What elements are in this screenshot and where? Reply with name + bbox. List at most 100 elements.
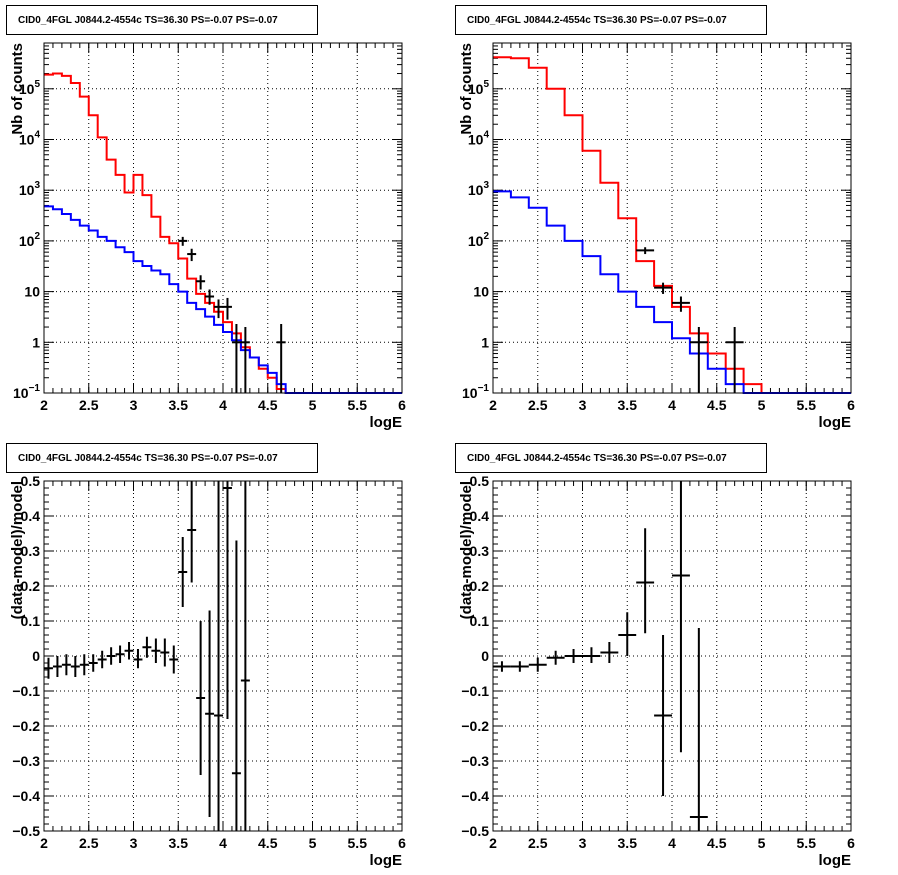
data-point [672, 481, 690, 753]
data-point [510, 661, 529, 672]
data-point [240, 481, 250, 831]
y-tick-label: 0.5 [470, 473, 490, 489]
data-point [223, 481, 232, 719]
y-tick-label: 10 [473, 284, 489, 300]
x-tick-label: 3.5 [169, 397, 189, 413]
plot-frame [43, 480, 403, 832]
x-tick-label: 2.5 [528, 835, 548, 851]
y-tick-label: 10−1 [13, 383, 40, 401]
x-axis-label: logE [370, 414, 403, 431]
y-tick-label: −0.4 [12, 788, 40, 804]
x-tick-label: 6 [847, 835, 855, 851]
x-tick-label: 3.5 [618, 835, 638, 851]
data-point [618, 612, 637, 656]
tick-marks [492, 42, 852, 394]
plot-frame [492, 480, 852, 832]
data-point [52, 656, 62, 677]
x-tick-label: 2 [40, 835, 48, 851]
x-tick-label: 5.5 [348, 397, 368, 413]
x-tick-label: 2 [40, 397, 48, 413]
data-point [672, 296, 690, 312]
x-tick-label: 6 [398, 397, 406, 413]
data-point [689, 628, 708, 831]
data-point [725, 327, 744, 393]
y-tick-label: 0.3 [470, 543, 490, 559]
y-tick-label: 0.4 [470, 508, 490, 524]
x-axis-label: logE [819, 852, 852, 869]
x-tick-label: 2.5 [79, 835, 99, 851]
chart-panel-4: CID0_4FGL J0844.2-4554c TS=36.30 PS=-0.0… [455, 443, 855, 869]
x-tick-label: 5 [758, 835, 766, 851]
x-tick-label: 3 [579, 397, 587, 413]
panel-title-box: CID0_4FGL J0844.2-4554c TS=36.30 PS=-0.0… [455, 5, 767, 35]
y-tick-label: 0.1 [21, 613, 41, 629]
data-point [196, 621, 206, 775]
y-tick-label: −0.1 [12, 683, 40, 699]
data-point [636, 528, 655, 634]
chart-panel-1: CID0_4FGL J0844.2-4554c TS=36.30 PS=-0.0… [6, 5, 406, 431]
data-point [564, 649, 583, 663]
data-point [124, 642, 134, 660]
data-point [231, 540, 241, 831]
data-point [160, 638, 170, 667]
y-tick-label: 104 [19, 129, 41, 147]
x-tick-label: 4.5 [258, 835, 278, 851]
data-point [654, 282, 672, 294]
y-tick-label: 0.5 [21, 473, 41, 489]
x-tick-label: 3.5 [618, 397, 638, 413]
x-tick-label: 3 [579, 835, 587, 851]
panel-title: CID0_4FGL J0844.2-4554c TS=36.30 PS=-0.0… [467, 15, 727, 26]
plot-frame [492, 42, 852, 394]
data-point [582, 647, 601, 663]
x-axis-label: logE [370, 852, 403, 869]
data-point [636, 247, 655, 255]
data-point [79, 654, 89, 676]
panel-title: CID0_4FGL J0844.2-4554c TS=36.30 PS=-0.0… [18, 453, 278, 464]
data-point [142, 636, 152, 658]
y-tick-label: 0.2 [470, 578, 490, 594]
x-tick-label: 3.5 [169, 835, 189, 851]
chart-panel-3: CID0_4FGL J0844.2-4554c TS=36.30 PS=-0.0… [6, 443, 406, 869]
data-point [70, 656, 80, 677]
y-tick-label: −0.5 [12, 823, 40, 839]
y-axis-label: Nb of counts [9, 43, 26, 135]
data-point [187, 481, 197, 583]
x-tick-label: 4 [219, 397, 227, 413]
data-point [178, 236, 188, 246]
y-tick-label: −0.3 [461, 753, 489, 769]
y-tick-label: −0.2 [461, 718, 489, 734]
data-point [205, 610, 215, 817]
y-tick-label: 0.4 [21, 508, 41, 524]
data-point [231, 323, 241, 393]
panel-title-box: CID0_4FGL J0844.2-4554c TS=36.30 PS=-0.0… [455, 443, 767, 473]
grid-lines [493, 481, 851, 831]
y-tick-label: −0.2 [12, 718, 40, 734]
y-tick-label: −0.1 [461, 683, 489, 699]
y-tick-label: 0 [481, 648, 489, 664]
data-point [196, 275, 206, 290]
panel-title-box: CID0_4FGL J0844.2-4554c TS=36.30 PS=-0.0… [6, 5, 318, 35]
y-tick-label: 0.3 [21, 543, 41, 559]
x-tick-label: 2.5 [79, 397, 99, 413]
data-point [214, 299, 223, 319]
x-tick-label: 5 [309, 397, 317, 413]
data-point [214, 481, 223, 831]
data-point [115, 645, 125, 663]
y-tick-label: 104 [468, 129, 490, 147]
data-point [600, 642, 619, 663]
x-tick-label: 3 [130, 835, 138, 851]
x-tick-label: 4.5 [258, 397, 278, 413]
y-axis-label: (data-model)/model [458, 481, 475, 619]
data-point [61, 654, 71, 676]
y-tick-label: 0.1 [470, 613, 490, 629]
panel-title-box: CID0_4FGL J0844.2-4554c TS=36.30 PS=-0.0… [6, 443, 318, 473]
data-point [493, 661, 511, 672]
x-tick-label: 5 [758, 397, 766, 413]
y-tick-label: 103 [468, 180, 490, 198]
x-tick-label: 5.5 [797, 835, 817, 851]
data-point [205, 289, 215, 305]
y-tick-label: 10 [24, 284, 40, 300]
data-point [223, 297, 232, 320]
x-tick-label: 6 [847, 397, 855, 413]
x-tick-label: 6 [398, 835, 406, 851]
